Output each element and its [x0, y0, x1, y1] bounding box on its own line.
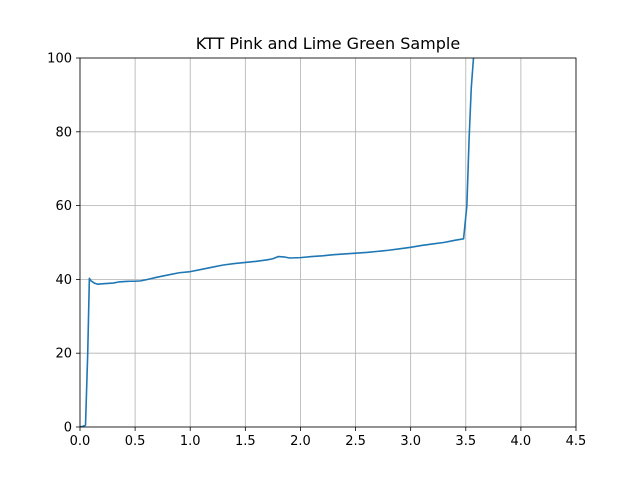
x-tick-label: 0.5 — [125, 434, 146, 449]
series-line — [80, 58, 475, 427]
x-tick-label: 4.0 — [511, 434, 532, 449]
x-tick-label: 3.0 — [400, 434, 421, 449]
chart-title: KTT Pink and Lime Green Sample — [196, 34, 460, 53]
y-tick-label: 100 — [47, 52, 72, 67]
plot-frame — [79, 57, 577, 428]
x-tick-label: 2.0 — [290, 434, 311, 449]
data-series — [80, 58, 475, 427]
x-tick-label: 3.5 — [455, 434, 476, 449]
x-tick-label: 2.5 — [345, 434, 366, 449]
y-tick-label: 60 — [55, 199, 72, 214]
x-tick-label: 1.5 — [235, 434, 256, 449]
y-axis: 0 20 40 60 80 100 — [47, 52, 80, 436]
x-tick-label: 4.5 — [566, 434, 587, 449]
x-tick-label: 1.0 — [180, 434, 201, 449]
y-tick-label: 80 — [55, 125, 72, 140]
x-tick-label: 0.0 — [70, 434, 91, 449]
x-axis: 0.0 0.5 1.0 1.5 2.0 2.5 3.0 3.5 4.0 4.5 — [70, 427, 587, 449]
y-tick-label: 20 — [55, 347, 72, 362]
y-tick-label: 0 — [64, 421, 72, 436]
y-tick-label: 40 — [55, 273, 72, 288]
